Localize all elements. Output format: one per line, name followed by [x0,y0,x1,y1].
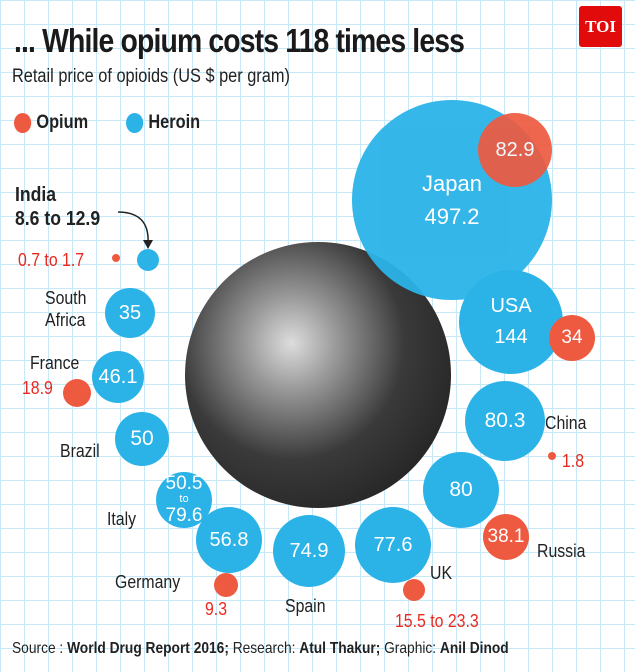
opium-bubble-germany [214,573,238,597]
heroin-value: 497.2 [424,204,480,229]
heroin-value: 46.1 [98,365,138,388]
opium-bubble-uk [403,579,425,601]
heroin-value: 144 [494,326,528,348]
opium-value-china: 1.8 [562,451,585,471]
country-label-russia: Russia [537,541,586,561]
heroin-value: 77.6 [373,533,413,556]
legend-label: Heroin [148,112,201,133]
country-label-india: India [15,184,57,206]
heroin-value: 74.9 [289,539,329,562]
opium-bubble-russia: 38.1 [483,514,529,560]
heroin-value: 80 [449,477,473,501]
heroin-value: 35 [118,301,142,324]
heroin-bubble-spain: 74.9 [273,515,345,587]
heroin-bubble-china: 80.3 [465,381,545,461]
heroin-bubble-germany: 56.8 [196,507,262,573]
opium-value-germany: 9.3 [205,599,228,619]
country-label: USA [490,295,532,317]
country-label-china: China [545,413,587,433]
legend-opium: Opium [14,112,88,134]
opium-value-india: 0.7 to 1.7 [18,250,85,270]
opium-value-uk: 15.5 to 23.3 [395,611,479,631]
chart-title: ... While opium costs 118 times less [14,22,465,59]
heroin-swatch [126,113,144,133]
heroin-value: 50 [130,426,154,450]
heroin-value-india: 8.6 to 12.9 [15,208,101,230]
country-label-south-africa: South Africa [45,288,87,330]
heroin-bubble-france: 46.1 [92,351,144,403]
country-label-italy: Italy [107,509,137,529]
legend-heroin: Heroin [126,112,200,134]
toi-logo: TOI [579,6,622,47]
heroin-bubble-uk: 77.6 [355,507,431,583]
heroin-bubble-south-africa: 35 [105,288,155,338]
country-label-spain: Spain [285,596,326,616]
source-line: Source : World Drug Report 2016; Researc… [12,640,509,657]
opium-swatch [14,113,32,133]
country-label-uk: UK [430,563,453,583]
opium-bubble-france [63,379,91,407]
opium-bubble-china [548,452,556,460]
value: 50.5 [165,473,203,495]
legend-label: Opium [36,112,89,133]
country-label-germany: Germany [115,572,181,592]
country-label: Japan [422,170,482,196]
opium-bubble-india [112,254,120,262]
chart-subtitle: Retail price of opioids (US $ per gram) [12,66,290,87]
opium-bubble-japan: 82.9 [478,113,552,187]
heroin-value: 80.3 [484,408,526,432]
heroin-bubble-russia: 80 [423,452,499,528]
opium-bubble-usa: 34 [549,315,595,361]
heroin-value: 56.8 [209,528,249,551]
heroin-bubble-india [137,249,159,271]
heroin-bubble-brazil: 50 [115,412,169,466]
country-label-france: France [30,353,80,373]
opium-value-france: 18.9 [22,378,53,398]
country-label-brazil: Brazil [60,441,100,461]
heroin-bubble-usa: USA 144 [459,270,563,374]
